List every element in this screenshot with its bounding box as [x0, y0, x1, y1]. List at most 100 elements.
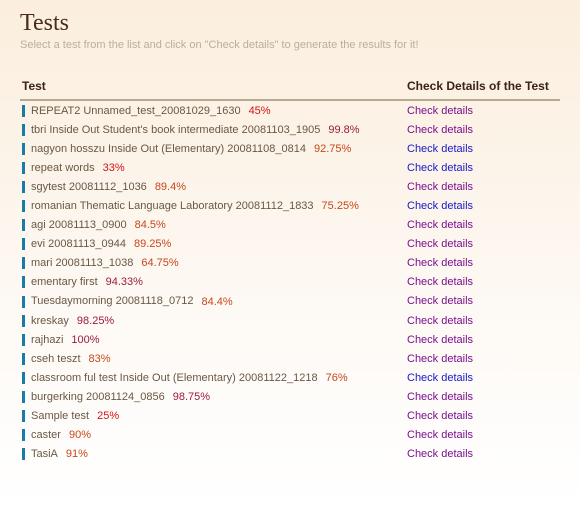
- table-row: burgerking 20081124_0856 98.75% Check deta…: [20, 387, 560, 406]
- details-cell: Check details: [405, 292, 560, 311]
- test-percentage: 92.75%: [314, 143, 351, 155]
- test-name: rajhazi: [31, 334, 63, 346]
- test-percentage: 25%: [97, 410, 119, 422]
- test-name: mari 20081113_1038: [31, 257, 133, 269]
- row-marker-icon: [22, 315, 25, 327]
- row-marker-icon: [22, 276, 25, 288]
- test-cell: cseh teszt83%: [20, 349, 405, 368]
- check-details-link[interactable]: Check details: [407, 315, 473, 327]
- table-row: REPEAT2 Unnamed_test_20081029_163045%Che…: [20, 100, 560, 120]
- test-cell: nagyon hosszu Inside Out (Elementary) 20…: [20, 139, 405, 158]
- test-percentage: 98.25%: [77, 315, 114, 327]
- test-name: tbri Inside Out Student's book intermedi…: [31, 124, 320, 136]
- details-cell: Check details: [405, 273, 560, 292]
- table-row: Tuesdaymorning 20081118_071284.4%Check d…: [20, 292, 560, 311]
- test-name: classroom ful test Inside Out (Elementar…: [31, 372, 318, 384]
- check-details-link[interactable]: Check details: [407, 181, 473, 193]
- test-percentage: 84.5%: [135, 219, 166, 231]
- check-details-link[interactable]: Check details: [407, 429, 473, 441]
- check-details-link[interactable]: Check details: [407, 143, 473, 155]
- test-percentage: 75.25%: [322, 200, 359, 212]
- check-details-link[interactable]: Check details: [407, 200, 473, 212]
- test-percentage: 83%: [89, 353, 111, 365]
- row-marker-icon: [22, 410, 25, 422]
- row-marker-icon: [22, 296, 25, 308]
- test-name: kreskay: [31, 315, 69, 327]
- row-marker-icon: [22, 200, 25, 212]
- tests-table: Test Check Details of the Test REPEAT2 U…: [20, 75, 560, 464]
- check-details-link[interactable]: Check details: [407, 410, 473, 422]
- details-cell: Check details: [405, 158, 560, 177]
- test-name: repeat words: [31, 162, 95, 174]
- details-cell: Check details: [405, 120, 560, 139]
- check-details-link[interactable]: Check details: [407, 162, 473, 174]
- table-row: Sample test 25% Check details: [20, 407, 560, 426]
- table-row: ementary first94.33%Check details: [20, 273, 560, 292]
- test-cell: REPEAT2 Unnamed_test_20081029_163045%: [20, 100, 405, 120]
- test-cell: Tuesdaymorning 20081118_071284.4%: [20, 292, 405, 311]
- row-marker-icon: [22, 448, 25, 460]
- table-row: cseh teszt83%Check details: [20, 349, 560, 368]
- test-cell: Sample test 25%: [20, 407, 405, 426]
- test-name: Sample test: [31, 410, 89, 422]
- row-marker-icon: [22, 143, 25, 155]
- check-details-link[interactable]: Check details: [407, 353, 473, 365]
- check-details-link[interactable]: Check details: [407, 334, 473, 346]
- table-row: romanian Thematic Language Laboratory 20…: [20, 196, 560, 215]
- test-cell: TasiA91%: [20, 445, 405, 464]
- details-cell: Check details: [405, 216, 560, 235]
- check-details-link[interactable]: Check details: [407, 276, 473, 288]
- test-cell: mari 20081113_1038 64.75%: [20, 254, 405, 273]
- table-row: rajhazi100%Check details: [20, 330, 560, 349]
- table-row: kreskay 98.25% Check details: [20, 311, 560, 330]
- table-row: sgytest 20081112_1036 89.4% Check details: [20, 177, 560, 196]
- table-row: evi 20081113_0944 89.25% Check details: [20, 235, 560, 254]
- test-percentage: 76%: [326, 372, 348, 384]
- row-marker-icon: [22, 429, 25, 441]
- check-details-link[interactable]: Check details: [407, 238, 473, 250]
- check-details-link[interactable]: Check details: [407, 105, 473, 117]
- check-details-link[interactable]: Check details: [407, 219, 473, 231]
- table-row: TasiA91%Check details: [20, 445, 560, 464]
- details-cell: Check details: [405, 139, 560, 158]
- test-percentage: 89.25%: [134, 238, 171, 250]
- test-percentage: 91%: [66, 448, 88, 460]
- test-name: burgerking 20081124_0856: [31, 391, 165, 403]
- test-name: nagyon hosszu Inside Out (Elementary) 20…: [31, 143, 306, 155]
- test-percentage: 89.4%: [155, 181, 186, 193]
- row-marker-icon: [22, 238, 25, 250]
- row-marker-icon: [22, 257, 25, 269]
- row-marker-icon: [22, 391, 25, 403]
- check-details-link[interactable]: Check details: [407, 257, 473, 269]
- check-details-link[interactable]: Check details: [407, 391, 473, 403]
- check-details-link[interactable]: Check details: [407, 448, 473, 460]
- details-cell: Check details: [405, 196, 560, 215]
- test-cell: romanian Thematic Language Laboratory 20…: [20, 196, 405, 215]
- test-cell: tbri Inside Out Student's book intermedi…: [20, 120, 405, 139]
- page-subtitle: Select a test from the list and click on…: [20, 39, 560, 51]
- test-name: sgytest 20081112_1036: [31, 181, 147, 193]
- row-marker-icon: [22, 334, 25, 346]
- details-cell: Check details: [405, 100, 560, 120]
- details-cell: Check details: [405, 426, 560, 445]
- test-percentage: 64.75%: [141, 257, 178, 269]
- test-cell: rajhazi100%: [20, 330, 405, 349]
- test-name: romanian Thematic Language Laboratory 20…: [31, 200, 314, 212]
- details-cell: Check details: [405, 368, 560, 387]
- row-marker-icon: [22, 219, 25, 231]
- check-details-link[interactable]: Check details: [407, 124, 473, 136]
- test-name: evi 20081113_0944: [31, 238, 126, 250]
- row-marker-icon: [22, 162, 25, 174]
- details-cell: Check details: [405, 349, 560, 368]
- table-row: mari 20081113_1038 64.75% Check details: [20, 254, 560, 273]
- check-details-link[interactable]: Check details: [407, 372, 473, 384]
- test-percentage: 98.75%: [173, 391, 210, 403]
- test-percentage: 33%: [103, 162, 125, 174]
- details-cell: Check details: [405, 387, 560, 406]
- check-details-link[interactable]: Check details: [407, 295, 473, 307]
- row-marker-icon: [22, 181, 25, 193]
- test-cell: burgerking 20081124_0856 98.75%: [20, 387, 405, 406]
- test-cell: ementary first94.33%: [20, 273, 405, 292]
- test-cell: evi 20081113_0944 89.25%: [20, 235, 405, 254]
- details-cell: Check details: [405, 311, 560, 330]
